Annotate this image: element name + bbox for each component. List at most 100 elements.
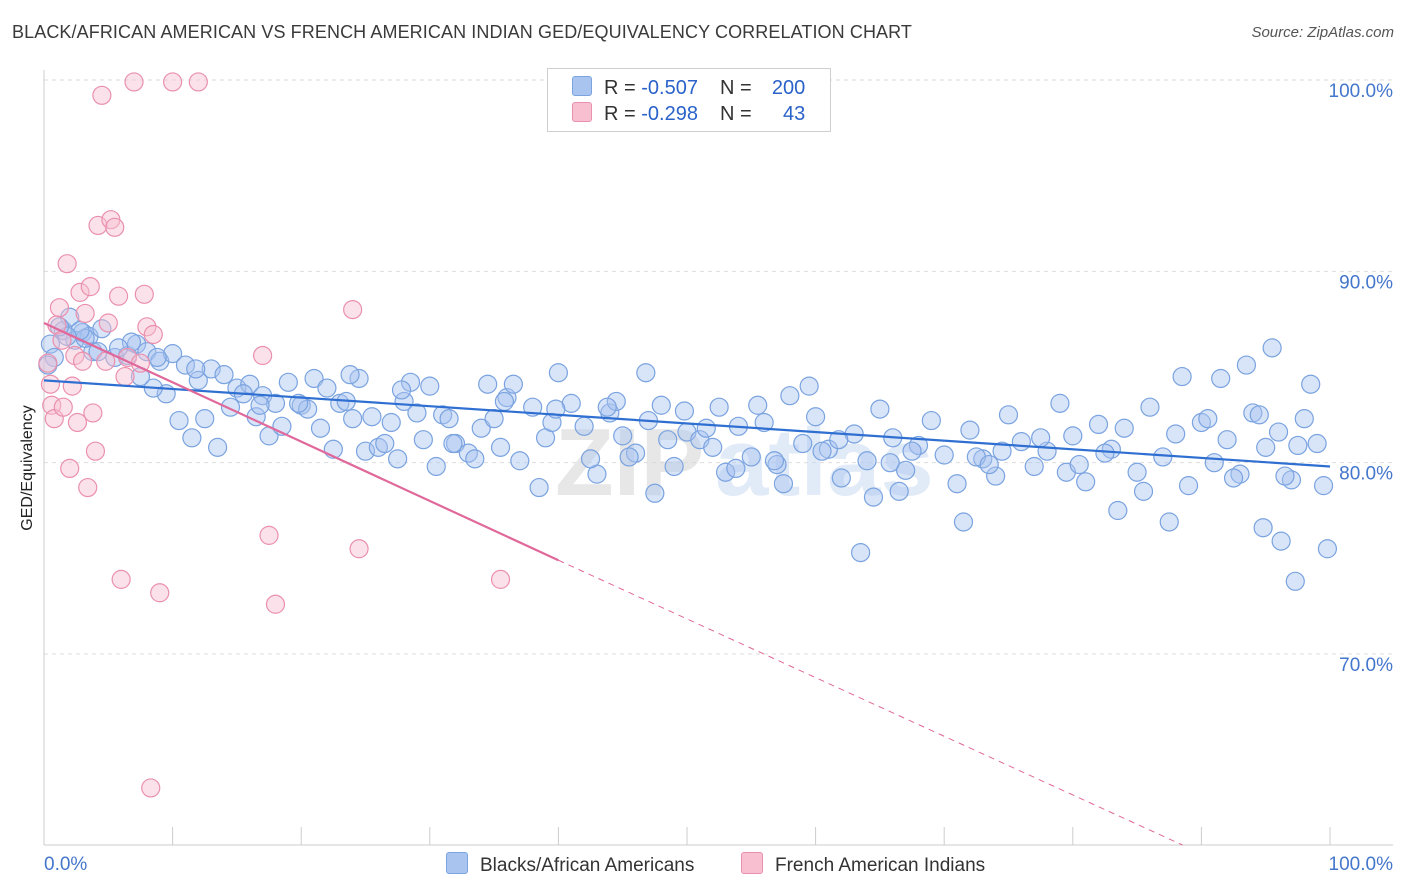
series-french-points — [38, 72, 511, 798]
point-blacks — [960, 420, 980, 440]
point-blacks — [471, 418, 491, 438]
point-french — [53, 397, 73, 417]
point-blacks — [1236, 355, 1257, 375]
trend-line-french — [43, 321, 559, 562]
point-blacks — [947, 474, 967, 494]
point-blacks — [754, 412, 774, 433]
point-blacks — [163, 344, 183, 364]
point-blacks — [1114, 418, 1134, 438]
bottom-legend-label: Blacks/African Americans — [480, 855, 695, 876]
point-blacks — [278, 372, 298, 392]
point-french — [105, 217, 125, 237]
point-blacks — [1095, 443, 1115, 463]
point-blacks — [1204, 453, 1224, 473]
point-blacks — [523, 397, 543, 417]
point-blacks — [381, 412, 401, 433]
point-blacks — [1288, 435, 1308, 456]
point-french — [98, 313, 118, 333]
point-blacks — [658, 430, 678, 450]
point-blacks — [484, 409, 504, 429]
legend-r-value: -0.298 — [641, 103, 698, 125]
point-french — [111, 569, 131, 589]
point-blacks — [1223, 468, 1244, 488]
point-blacks — [1256, 437, 1276, 457]
trend-line-blacks — [43, 379, 1331, 468]
point-blacks — [413, 430, 433, 450]
legend-n-value: 200 — [771, 77, 806, 99]
point-french — [85, 441, 106, 461]
legend-r-value: -0.507 — [641, 77, 698, 99]
point-blacks — [1307, 433, 1327, 454]
point-blacks — [613, 426, 633, 446]
point-blacks — [851, 542, 871, 563]
point-blacks — [857, 451, 877, 471]
point-blacks — [443, 433, 463, 454]
point-french — [38, 353, 58, 373]
point-blacks — [375, 433, 395, 454]
point-blacks — [979, 454, 999, 475]
point-blacks — [934, 445, 954, 465]
point-blacks — [388, 449, 408, 469]
point-blacks — [1088, 414, 1109, 434]
point-french — [137, 317, 157, 337]
point-blacks — [902, 441, 922, 461]
axes — [43, 70, 1393, 846]
point-blacks — [799, 376, 819, 396]
point-french — [62, 376, 82, 396]
point-blacks — [1271, 531, 1291, 551]
point-blacks — [1031, 428, 1051, 448]
point-blacks — [340, 365, 360, 385]
point-french — [134, 284, 154, 304]
point-blacks — [1285, 571, 1305, 591]
point-blacks — [1249, 405, 1269, 425]
point-blacks — [478, 374, 498, 394]
grid-lines — [44, 79, 1393, 655]
point-blacks — [439, 409, 459, 429]
point-blacks — [1198, 409, 1218, 429]
point-blacks — [831, 468, 851, 488]
series-blacks-points — [38, 307, 1338, 591]
point-blacks — [1159, 512, 1179, 532]
point-blacks — [1153, 447, 1173, 467]
point-blacks — [1050, 393, 1070, 413]
point-french — [49, 298, 70, 318]
point-blacks — [548, 363, 569, 383]
point-blacks — [310, 418, 331, 438]
tick-labels: 70.0% 80.0% 90.0% 100.0% 0.0% 100.0% — [44, 81, 1393, 875]
point-blacks — [265, 393, 286, 413]
point-blacks — [889, 481, 909, 501]
point-blacks — [574, 416, 594, 436]
point-blacks — [953, 512, 974, 532]
point-blacks — [1317, 539, 1338, 559]
point-blacks — [896, 460, 916, 480]
x-tick-label: 0.0% — [44, 854, 87, 875]
point-blacks — [986, 466, 1006, 486]
y-tick-label: 70.0% — [1339, 655, 1393, 676]
point-blacks — [1166, 424, 1186, 444]
point-french — [108, 286, 129, 306]
point-french — [143, 324, 163, 345]
bottom-legend-french: French American Indians — [741, 852, 985, 877]
point-blacks — [703, 437, 723, 457]
point-blacks — [764, 451, 785, 471]
point-blacks — [1313, 476, 1334, 496]
point-blacks — [195, 409, 215, 429]
point-french — [343, 300, 363, 320]
point-blacks — [597, 397, 617, 417]
point-french — [83, 403, 103, 423]
point-french — [67, 412, 88, 433]
y-tick-label: 90.0% — [1339, 272, 1393, 293]
point-blacks — [1253, 518, 1273, 538]
point-blacks — [510, 451, 530, 471]
point-blacks — [1268, 422, 1289, 442]
point-blacks — [1275, 466, 1295, 486]
legend-n-label: N = — [719, 77, 758, 99]
point-blacks — [1133, 481, 1154, 501]
point-blacks — [494, 391, 514, 412]
point-blacks — [863, 487, 884, 507]
point-blacks — [1301, 374, 1321, 394]
point-french — [259, 525, 279, 545]
point-blacks — [674, 401, 695, 421]
point-blacks — [870, 399, 890, 419]
